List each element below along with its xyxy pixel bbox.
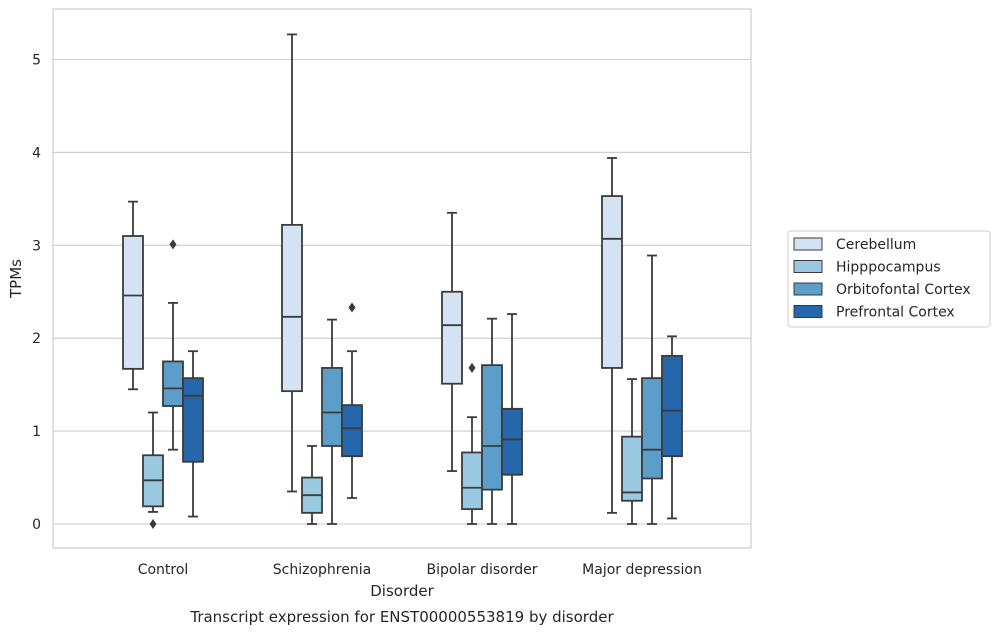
- outlier-point: [169, 239, 177, 250]
- box-iqr: [122, 235, 144, 370]
- box-iqr: [182, 377, 204, 463]
- y-tick-label: 0: [32, 517, 41, 533]
- box-hipppocampus: [621, 378, 643, 525]
- box-prefrontal-cortex: [661, 335, 683, 520]
- outlier-point: [468, 362, 476, 373]
- box-iqr: [321, 367, 343, 447]
- box-orbitofontal-cortex: [321, 318, 343, 525]
- box-iqr: [601, 195, 623, 369]
- outlier-point: [348, 302, 356, 313]
- x-tick-label: Schizophrenia: [273, 562, 371, 578]
- box-orbitofontal-cortex: [481, 317, 503, 525]
- legend-swatch: [793, 260, 823, 273]
- legend-label: Hipppocampus: [836, 260, 941, 276]
- legend-label: Prefrontal Cortex: [836, 305, 955, 321]
- box-iqr: [461, 451, 483, 511]
- y-tick-label: 5: [32, 53, 41, 69]
- box-prefrontal-cortex: [182, 350, 204, 518]
- legend-swatch: [793, 237, 823, 251]
- box-cerebellum: [281, 33, 303, 493]
- legend: Cerebellum Hipppocampus Orbitofontal Corte…: [787, 230, 991, 328]
- box-iqr: [641, 377, 663, 480]
- box-iqr: [661, 354, 683, 458]
- legend-swatch: [793, 282, 823, 296]
- box-cerebellum: [122, 200, 144, 391]
- box-hipppocampus: [301, 445, 323, 525]
- box-cerebellum: [601, 157, 623, 514]
- legend-frame: [787, 230, 991, 328]
- box-iqr: [501, 407, 523, 476]
- x-axis-label: Disorder: [370, 582, 434, 600]
- box-orbitofontal-cortex: [641, 254, 663, 525]
- legend-swatch: [793, 305, 823, 318]
- box-iqr: [341, 404, 363, 458]
- legend-label: Orbitofontal Cortex: [836, 282, 971, 298]
- box-iqr: [441, 290, 463, 385]
- plot-frame: [52, 8, 752, 549]
- box-cerebellum: [441, 211, 463, 472]
- outlier-point: [149, 519, 157, 529]
- x-axis-ticks: Control Schizophrenia Bipolar disorder Majo…: [138, 562, 702, 578]
- y-axis-label: TPMs: [7, 259, 25, 299]
- y-tick-label: 4: [32, 145, 41, 161]
- y-tick-label: 2: [32, 331, 41, 347]
- boxes: [122, 33, 683, 529]
- chart-caption: Transcript expression for ENST0000055381…: [189, 608, 614, 626]
- legend-label: Cerebellum: [836, 237, 916, 253]
- box-iqr: [481, 364, 503, 491]
- y-tick-label: 1: [32, 424, 41, 440]
- box-prefrontal-cortex: [341, 302, 363, 499]
- x-tick-label: Control: [138, 562, 189, 578]
- y-axis-ticks: 0 1 2 3 4 5: [32, 53, 41, 534]
- x-tick-label: Bipolar disorder: [426, 562, 537, 578]
- x-tick-label: Major depression: [582, 562, 702, 578]
- box-iqr: [162, 360, 184, 407]
- box-prefrontal-cortex: [501, 313, 523, 525]
- box-hipppocampus: [142, 411, 164, 529]
- box-iqr: [621, 435, 643, 502]
- box-hipppocampus: [461, 362, 483, 525]
- box-orbitofontal-cortex: [162, 239, 184, 451]
- box-iqr: [281, 223, 303, 393]
- y-tick-label: 3: [32, 238, 41, 254]
